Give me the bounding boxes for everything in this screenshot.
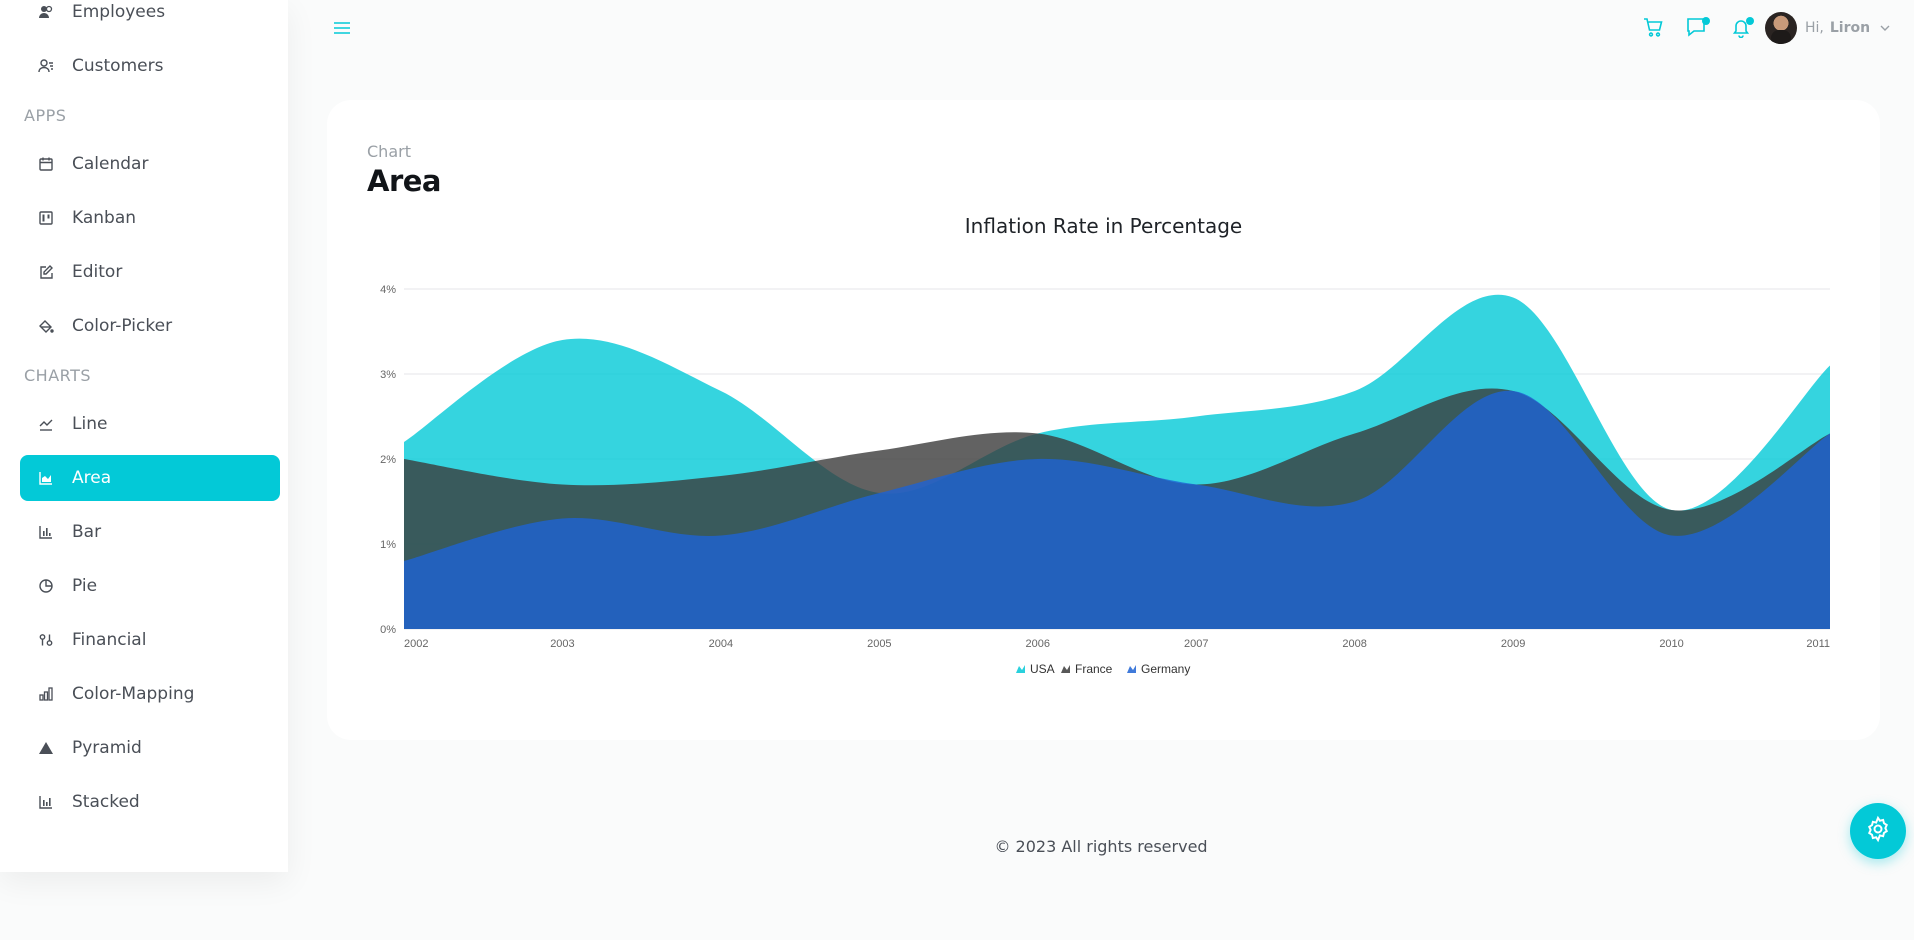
sidebar-item-label: Kanban	[72, 208, 137, 228]
sidebar-item-stacked[interactable]: Stacked	[20, 779, 280, 825]
sidebar-item-label: Bar	[72, 522, 102, 542]
sidebar-item-label: Customers	[72, 56, 164, 76]
legend-swatch-icon	[1061, 665, 1070, 673]
chart-title: Inflation Rate in Percentage	[964, 214, 1243, 238]
legend-item: USA	[1016, 662, 1055, 676]
x-tick-label: 2004	[709, 638, 733, 650]
notification-dot	[1746, 17, 1754, 25]
page-title: Area	[367, 164, 441, 198]
x-tick-label: 2006	[1026, 638, 1050, 650]
line-chart-icon	[36, 414, 56, 434]
sidebar-item-customers[interactable]: Customers	[20, 43, 280, 89]
bell-icon	[1730, 16, 1752, 42]
legend-swatch-icon	[1016, 665, 1025, 673]
chat-notification-dot	[1702, 17, 1710, 25]
cart-button[interactable]	[1640, 16, 1666, 42]
pyramid-icon	[36, 738, 56, 758]
sidebar-item-pie[interactable]: Pie	[20, 563, 280, 609]
sidebar-item-employees[interactable]: Employees	[20, 0, 280, 35]
notification-button[interactable]	[1728, 16, 1754, 42]
sidebar: Employees Customers APPS Calendar Kanban…	[0, 0, 288, 872]
y-tick-label: 4%	[380, 284, 396, 296]
financial-icon	[36, 630, 56, 650]
section-heading-apps: APPS	[24, 106, 67, 125]
sidebar-item-color-picker[interactable]: Color-Picker	[20, 303, 280, 349]
legend-label: France	[1075, 662, 1113, 676]
x-tick-label: 2009	[1501, 638, 1525, 650]
customers-icon	[36, 56, 56, 76]
gear-icon	[1864, 815, 1892, 847]
sidebar-item-pyramid[interactable]: Pyramid	[20, 725, 280, 771]
stacked-chart-icon	[36, 792, 56, 812]
sidebar-item-bar[interactable]: Bar	[20, 509, 280, 555]
avatar	[1765, 12, 1797, 44]
sidebar-item-kanban[interactable]: Kanban	[20, 195, 280, 241]
section-heading-charts: CHARTS	[24, 366, 92, 385]
chart-card: Chart Area Inflation Rate in Percentage …	[327, 100, 1880, 740]
sidebar-item-label: Financial	[72, 630, 147, 650]
color-mapping-icon	[36, 684, 56, 704]
kanban-icon	[36, 208, 56, 228]
settings-button[interactable]	[1850, 803, 1906, 859]
sidebar-item-line[interactable]: Line	[20, 401, 280, 447]
sidebar-item-color-mapping[interactable]: Color-Mapping	[20, 671, 280, 717]
user-profile-menu[interactable]: Hi, Liron	[1765, 12, 1890, 44]
y-tick-label: 0%	[380, 624, 396, 636]
area-series-germany	[404, 390, 1830, 629]
area-chart-icon	[36, 468, 56, 488]
x-tick-label: 2011	[1806, 638, 1830, 650]
x-tick-label: 2008	[1342, 638, 1366, 650]
sidebar-item-financial[interactable]: Financial	[20, 617, 280, 663]
x-tick-label: 2003	[550, 638, 574, 650]
sidebar-item-calendar[interactable]: Calendar	[20, 141, 280, 187]
sidebar-item-label: Area	[72, 468, 112, 488]
x-tick-label: 2010	[1659, 638, 1683, 650]
sidebar-item-label: Color-Picker	[72, 316, 173, 336]
x-tick-label: 2005	[867, 638, 891, 650]
cart-icon	[1642, 16, 1664, 42]
y-tick-label: 1%	[380, 539, 396, 551]
sidebar-item-area[interactable]: Area	[20, 455, 280, 501]
hamburger-icon	[333, 20, 351, 40]
sidebar-item-label: Employees	[72, 2, 166, 22]
editor-icon	[36, 262, 56, 282]
footer-copyright: © 2023 All rights reserved	[994, 837, 1208, 856]
area-chart: 0% 1% 2% 3% 4% 2002 2003 2004 2005 2006 2007 2008 2…	[380, 284, 1830, 676]
username: Liron	[1829, 20, 1871, 36]
sidebar-item-label: Pyramid	[72, 738, 142, 758]
chevron-down-icon	[1880, 22, 1890, 35]
sidebar-item-label: Editor	[72, 262, 123, 282]
legend-label: Germany	[1141, 662, 1190, 676]
sidebar-item-label: Calendar	[72, 154, 149, 174]
bar-chart-icon	[36, 522, 56, 542]
legend-swatch-icon	[1127, 665, 1136, 673]
color-picker-icon	[36, 316, 56, 336]
menu-toggle-button[interactable]	[329, 17, 355, 43]
sidebar-item-label: Stacked	[72, 792, 140, 812]
chat-button[interactable]	[1684, 16, 1710, 42]
sidebar-item-label: Color-Mapping	[72, 684, 195, 704]
pie-chart-icon	[36, 576, 56, 596]
employees-icon	[36, 2, 56, 22]
breadcrumb: Chart	[367, 142, 411, 161]
legend-item: Germany	[1127, 662, 1190, 676]
calendar-icon	[36, 154, 56, 174]
sidebar-item-label: Pie	[72, 576, 98, 596]
legend-item: France	[1061, 662, 1113, 676]
greeting-text: Hi,	[1805, 20, 1824, 36]
x-tick-label: 2007	[1184, 638, 1208, 650]
sidebar-item-label: Line	[72, 414, 108, 434]
y-tick-label: 3%	[380, 369, 396, 381]
x-tick-label: 2002	[404, 638, 428, 650]
sidebar-item-editor[interactable]: Editor	[20, 249, 280, 295]
legend-label: USA	[1030, 662, 1055, 676]
y-tick-label: 2%	[380, 454, 396, 466]
